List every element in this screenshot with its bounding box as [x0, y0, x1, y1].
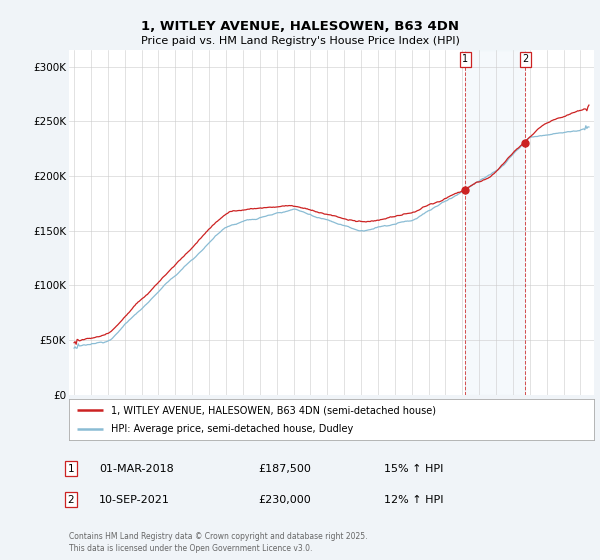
Text: £187,500: £187,500 — [258, 464, 311, 474]
Text: 10-SEP-2021: 10-SEP-2021 — [99, 494, 170, 505]
Text: 1: 1 — [462, 54, 468, 64]
Text: 1, WITLEY AVENUE, HALESOWEN, B63 4DN (semi-detached house): 1, WITLEY AVENUE, HALESOWEN, B63 4DN (se… — [111, 405, 436, 415]
Text: 12% ↑ HPI: 12% ↑ HPI — [384, 494, 443, 505]
Text: HPI: Average price, semi-detached house, Dudley: HPI: Average price, semi-detached house,… — [111, 424, 353, 433]
Text: 2: 2 — [522, 54, 528, 64]
Bar — [465, 50, 525, 395]
Text: 1, WITLEY AVENUE, HALESOWEN, B63 4DN: 1, WITLEY AVENUE, HALESOWEN, B63 4DN — [141, 20, 459, 32]
Text: 1: 1 — [67, 464, 74, 474]
Text: 2: 2 — [67, 494, 74, 505]
Text: 01-MAR-2018: 01-MAR-2018 — [99, 464, 174, 474]
Text: Price paid vs. HM Land Registry's House Price Index (HPI): Price paid vs. HM Land Registry's House … — [140, 36, 460, 46]
Text: £230,000: £230,000 — [258, 494, 311, 505]
Text: 15% ↑ HPI: 15% ↑ HPI — [384, 464, 443, 474]
Text: Contains HM Land Registry data © Crown copyright and database right 2025.
This d: Contains HM Land Registry data © Crown c… — [69, 533, 367, 553]
